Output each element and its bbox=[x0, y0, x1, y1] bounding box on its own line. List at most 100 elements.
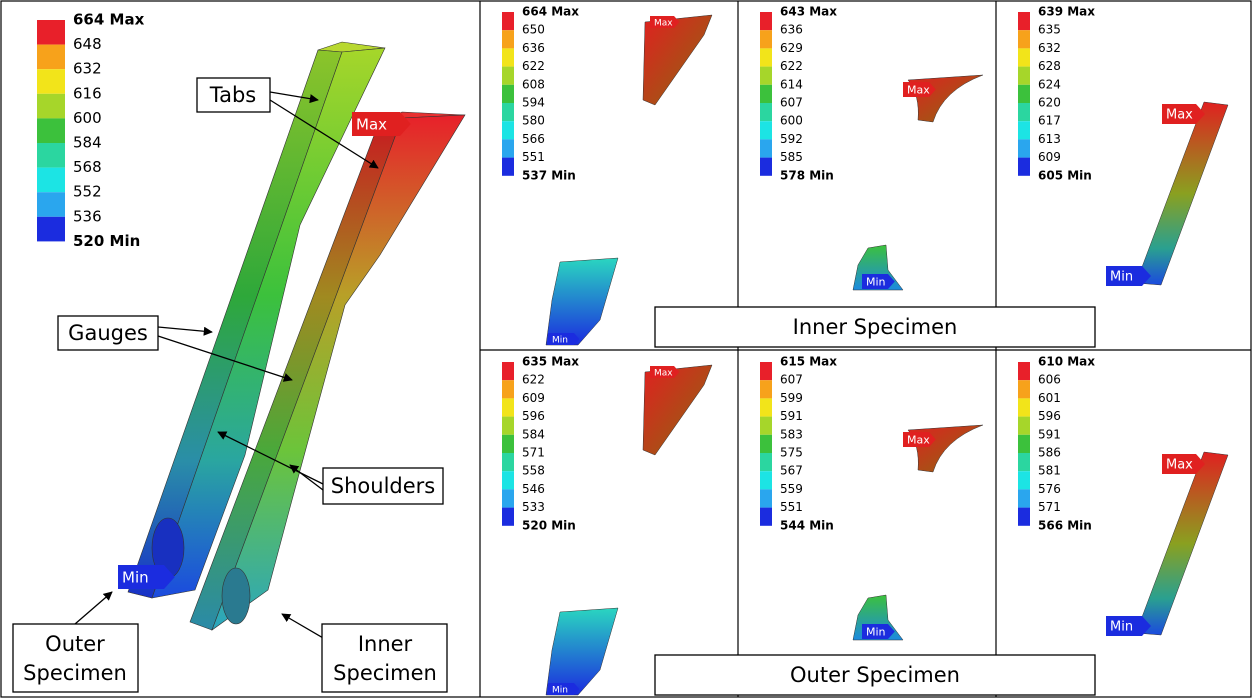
legend-label: 586 bbox=[1038, 446, 1061, 460]
legend-label: 622 bbox=[522, 59, 545, 73]
legend-label: 551 bbox=[780, 500, 803, 514]
marker-label: Max bbox=[654, 369, 673, 379]
legend-label: 624 bbox=[1038, 77, 1061, 91]
specimen-part bbox=[546, 258, 618, 345]
legend-swatch bbox=[37, 192, 65, 217]
legend-label: 613 bbox=[1038, 132, 1061, 146]
legend-swatch bbox=[760, 471, 772, 489]
specimen-part bbox=[643, 365, 712, 455]
legend-swatch bbox=[37, 168, 65, 193]
legend-label: 616 bbox=[73, 84, 102, 102]
legend-label: 605 Min bbox=[1038, 168, 1092, 182]
marker-label: Max bbox=[907, 84, 930, 97]
marker-label: Max bbox=[1166, 108, 1193, 123]
legend-swatch bbox=[502, 417, 514, 435]
legend-label: 581 bbox=[1038, 464, 1061, 478]
callout-label: Specimen bbox=[333, 661, 437, 685]
legend-swatch bbox=[760, 362, 772, 380]
legend-label: 632 bbox=[73, 60, 102, 78]
legend-label: 520 Min bbox=[522, 518, 576, 532]
callout-label: Outer bbox=[45, 632, 105, 656]
legend-label: 596 bbox=[522, 409, 545, 423]
callout-label: Inner bbox=[358, 632, 413, 656]
marker-label: Min bbox=[552, 686, 568, 696]
legend-swatch bbox=[37, 20, 65, 45]
legend-swatch bbox=[1018, 435, 1030, 453]
legend-label: 636 bbox=[522, 41, 545, 55]
legend-swatch bbox=[1018, 12, 1030, 30]
legend-swatch bbox=[502, 508, 514, 526]
legend-swatch bbox=[760, 103, 772, 121]
legend-swatch bbox=[760, 489, 772, 507]
legend-swatch bbox=[502, 453, 514, 471]
legend-label: 567 bbox=[780, 464, 803, 478]
legend-label: 558 bbox=[522, 464, 545, 478]
legend-swatch bbox=[502, 398, 514, 416]
legend-label: 537 Min bbox=[522, 168, 576, 182]
legend-swatch bbox=[502, 103, 514, 121]
legend-swatch bbox=[760, 453, 772, 471]
legend-label: 615 Max bbox=[780, 355, 837, 369]
legend-label: 566 bbox=[522, 132, 545, 146]
legend-swatch bbox=[502, 362, 514, 380]
legend-swatch bbox=[502, 435, 514, 453]
marker-label: Max bbox=[907, 434, 930, 447]
specimen-part bbox=[1136, 452, 1228, 635]
callout-label: Shoulders bbox=[331, 474, 435, 498]
legend-label: 580 bbox=[522, 114, 545, 128]
legend-label: 636 bbox=[780, 23, 803, 37]
specimen-part bbox=[1136, 102, 1228, 285]
legend-label: 533 bbox=[522, 500, 545, 514]
legend-swatch bbox=[502, 30, 514, 48]
legend-label: 632 bbox=[1038, 41, 1061, 55]
legend-swatch bbox=[760, 435, 772, 453]
legend-label: 571 bbox=[1038, 500, 1061, 514]
legend-swatch bbox=[502, 12, 514, 30]
legend-label: 568 bbox=[73, 158, 102, 176]
legend-label: 639 Max bbox=[1038, 5, 1095, 19]
legend-swatch bbox=[1018, 139, 1030, 157]
callout-label: Tabs bbox=[209, 83, 257, 107]
legend-label: 635 bbox=[1038, 23, 1061, 37]
legend-swatch bbox=[1018, 380, 1030, 398]
legend-label: 551 bbox=[522, 150, 545, 164]
legend-label: 629 bbox=[780, 41, 803, 55]
legend-label: 566 Min bbox=[1038, 518, 1092, 532]
legend-swatch bbox=[1018, 158, 1030, 176]
legend-label: 544 Min bbox=[780, 518, 834, 532]
legend-label: 622 bbox=[522, 373, 545, 387]
legend-label: 596 bbox=[1038, 409, 1061, 423]
marker-label: Min bbox=[122, 569, 149, 587]
legend-label: 571 bbox=[522, 446, 545, 460]
legend-swatch bbox=[37, 69, 65, 94]
legend-swatch bbox=[1018, 85, 1030, 103]
legend-swatch bbox=[1018, 121, 1030, 139]
legend-swatch bbox=[1018, 417, 1030, 435]
legend-label: 650 bbox=[522, 23, 545, 37]
legend-swatch bbox=[760, 48, 772, 66]
legend-swatch bbox=[1018, 398, 1030, 416]
legend-label: 620 bbox=[1038, 96, 1061, 110]
section-label: Inner Specimen bbox=[793, 315, 958, 339]
legend-swatch bbox=[760, 380, 772, 398]
legend-label: 601 bbox=[1038, 391, 1061, 405]
legend-swatch bbox=[1018, 489, 1030, 507]
legend-label: 559 bbox=[780, 482, 803, 496]
legend-label: 609 bbox=[522, 391, 545, 405]
legend-label: 584 bbox=[73, 134, 102, 152]
legend-swatch bbox=[502, 489, 514, 507]
legend-swatch bbox=[37, 94, 65, 119]
legend-label: 591 bbox=[780, 409, 803, 423]
legend-label: 606 bbox=[1038, 373, 1061, 387]
legend-label: 628 bbox=[1038, 59, 1061, 73]
legend-swatch bbox=[760, 508, 772, 526]
legend-label: 546 bbox=[522, 482, 545, 496]
legend-label: 614 bbox=[780, 77, 803, 91]
legend-label: 594 bbox=[522, 96, 545, 110]
legend-label: 576 bbox=[1038, 482, 1061, 496]
marker-label: Max bbox=[1166, 458, 1193, 473]
legend-swatch bbox=[1018, 362, 1030, 380]
legend-label: 584 bbox=[522, 427, 545, 441]
legend-label: 536 bbox=[73, 207, 102, 225]
frame bbox=[1, 1, 1251, 697]
